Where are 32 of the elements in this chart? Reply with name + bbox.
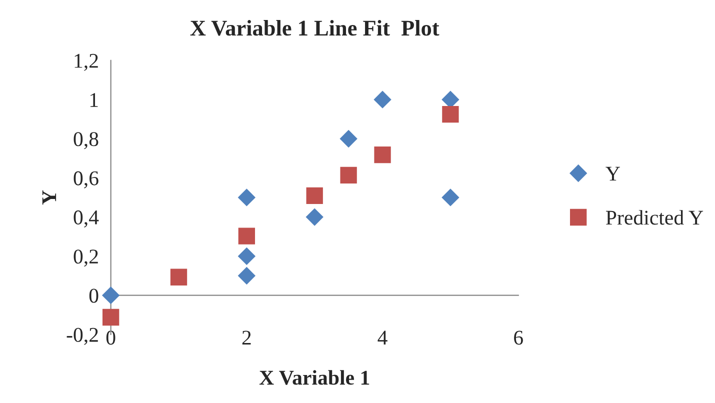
x-tick-label: 2 bbox=[242, 330, 251, 345]
point bbox=[238, 247, 256, 266]
point bbox=[238, 228, 256, 244]
y-tick-label: 0,8 bbox=[74, 132, 98, 150]
point bbox=[102, 286, 120, 304]
point bbox=[442, 106, 459, 123]
legend-label: Predicted Y bbox=[606, 210, 704, 225]
y-axis-title: Y bbox=[42, 190, 56, 205]
y-tick-label: 0 bbox=[89, 288, 98, 303]
legend-label: Y bbox=[606, 166, 620, 181]
point bbox=[442, 188, 460, 206]
point bbox=[340, 166, 357, 184]
point bbox=[170, 268, 188, 286]
x-tick-label: 0 bbox=[106, 330, 116, 345]
y-tick-label: 0,2 bbox=[74, 250, 98, 267]
point bbox=[102, 308, 120, 326]
x-tick-label: 6 bbox=[514, 330, 523, 345]
y-tick-label: 1,2 bbox=[74, 54, 98, 71]
point bbox=[374, 90, 392, 108]
point bbox=[340, 130, 358, 148]
chart-title: X Variable 1 Line Fit Plot bbox=[190, 20, 440, 36]
point bbox=[238, 188, 256, 206]
y-tick-label: 0,4 bbox=[74, 210, 99, 228]
point bbox=[306, 187, 323, 204]
point bbox=[374, 146, 391, 164]
point bbox=[306, 208, 324, 226]
y-tick-label: -0,2 bbox=[66, 328, 98, 345]
point bbox=[238, 266, 256, 285]
x-axis-title: X Variable 1 bbox=[259, 370, 370, 385]
y-tick-label: 1 bbox=[90, 93, 98, 107]
x-tick-label: 4 bbox=[378, 330, 388, 345]
y-tick-label: 0,6 bbox=[74, 171, 98, 188]
